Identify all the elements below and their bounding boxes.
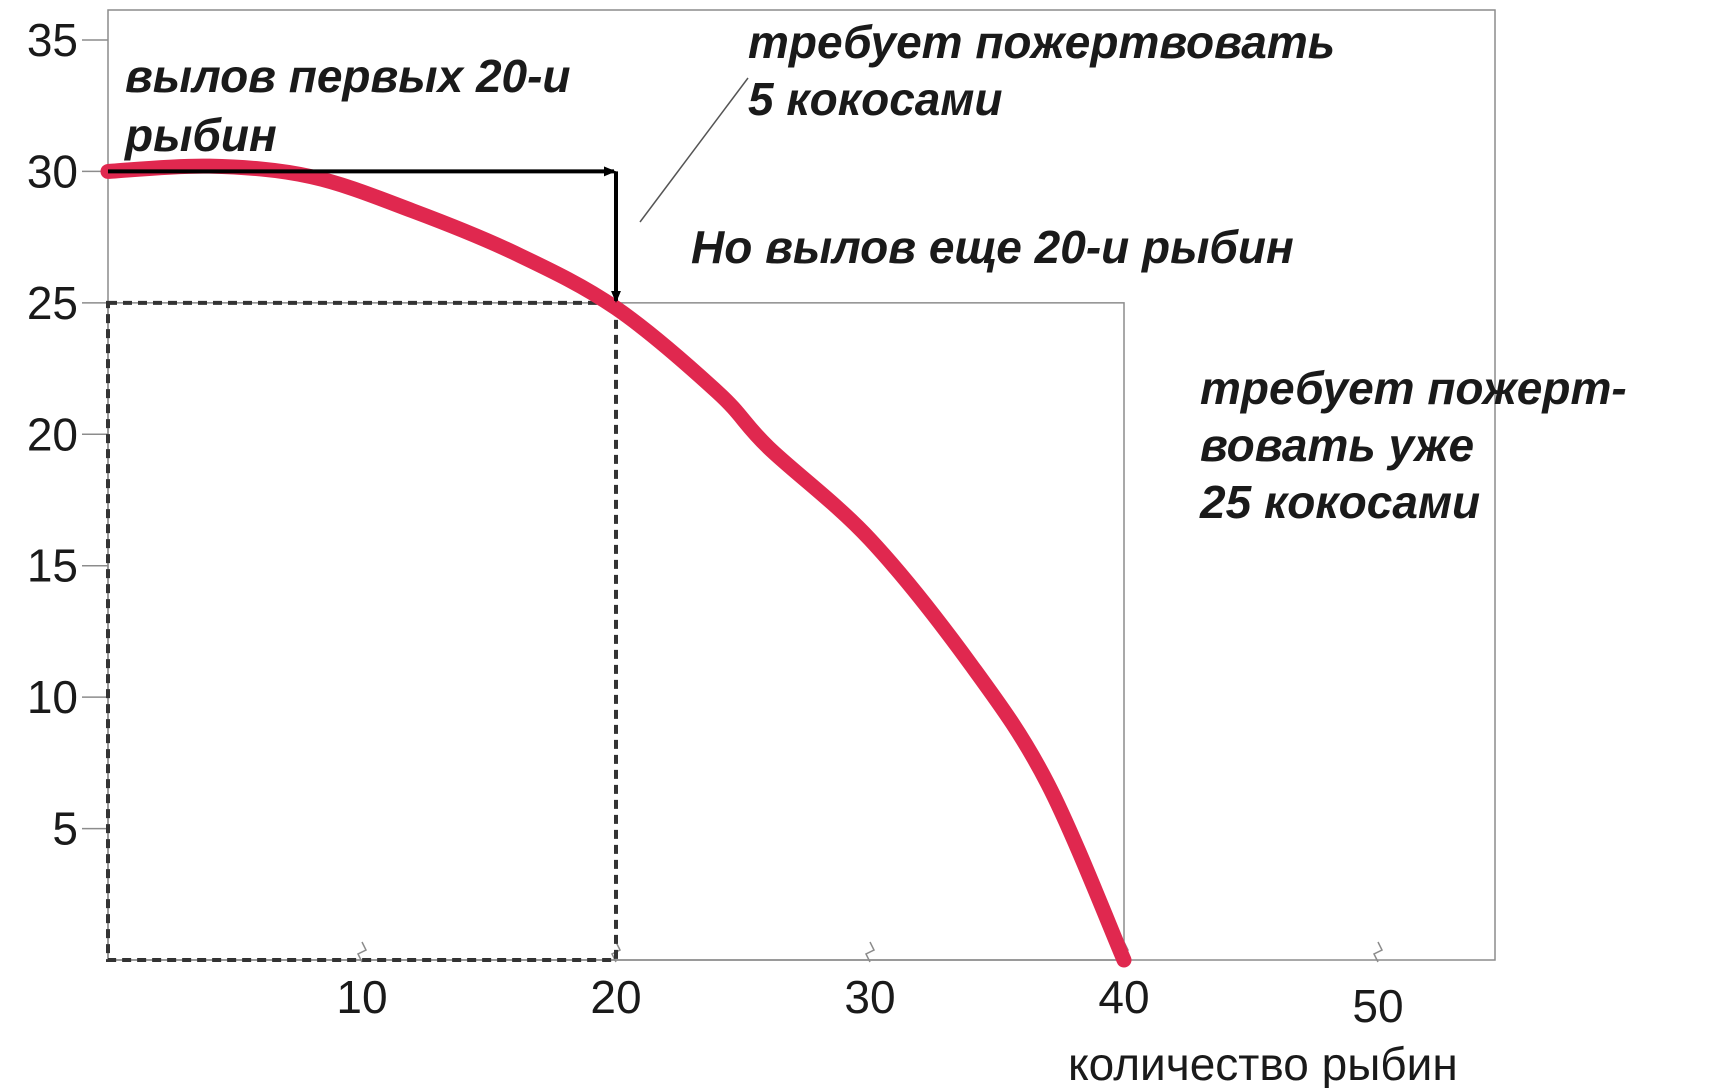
y-axis-ticks: 5 10 15 20 25 30 35 bbox=[27, 14, 108, 855]
production-curve-line bbox=[100, 158, 1132, 968]
y-tick-label: 25 bbox=[27, 277, 78, 329]
y-tick-label: 5 bbox=[52, 803, 78, 855]
x-tick-label: 40 bbox=[1098, 971, 1149, 1023]
x-tick-mark bbox=[1372, 941, 1384, 963]
x-axis-title: количество рыбин bbox=[1068, 1038, 1458, 1088]
annotation-next-20: Но вылов еще 20-и рыбин bbox=[691, 221, 1294, 273]
x-axis-ticks: 10 20 30 40 50 bbox=[336, 941, 1404, 1032]
annotation-first-20: вылов первых 20-и рыбин bbox=[123, 50, 583, 161]
y-tick-label: 10 bbox=[27, 671, 78, 723]
y-tick-label: 20 bbox=[27, 408, 78, 460]
y-tick-label: 15 bbox=[27, 540, 78, 592]
x-tick-label: 20 bbox=[590, 971, 641, 1023]
y-tick-label: 30 bbox=[27, 145, 78, 197]
x-tick-label: 10 bbox=[336, 971, 387, 1023]
dashed-reference-box bbox=[106, 300, 618, 963]
callout-leader-line bbox=[639, 77, 749, 223]
x-tick-mark bbox=[356, 941, 368, 963]
annotation-cost-25: требует пожерт- вовать уже 25 кокосами bbox=[1199, 362, 1639, 528]
y-tick-label: 35 bbox=[27, 14, 78, 66]
x-tick-label: 30 bbox=[844, 971, 895, 1023]
annotation-cost-5: требует пожертвовать 5 кокосами bbox=[748, 16, 1348, 125]
x-tick-label: 50 bbox=[1352, 980, 1403, 1032]
x-tick-mark bbox=[864, 941, 876, 963]
